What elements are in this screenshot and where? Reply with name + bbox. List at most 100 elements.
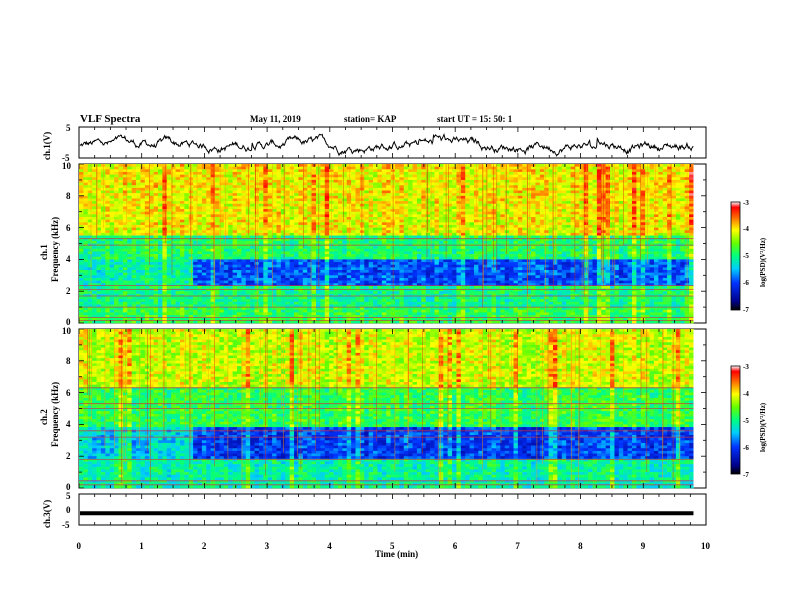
spectrogram-cell <box>386 217 391 220</box>
spectrogram-cell <box>342 277 348 281</box>
spectrogram-cell <box>210 195 216 199</box>
spectrogram-cell <box>272 304 277 308</box>
spectrogram-cell <box>83 232 89 236</box>
spectrogram-cell <box>179 267 185 271</box>
spectrogram-cell <box>337 309 343 313</box>
spectrogram-cell <box>122 185 128 189</box>
spectrogram-cell <box>294 164 299 167</box>
spectrogram-cell <box>377 254 383 258</box>
spectrogram-cell <box>140 209 146 212</box>
spectrogram-cell <box>408 209 413 212</box>
spectrogram-cell <box>272 309 277 313</box>
spectrogram-cell <box>285 217 290 220</box>
spectrogram-cell <box>232 195 238 199</box>
spectrogram-cell <box>250 304 255 308</box>
spectrogram-cell <box>232 232 238 236</box>
spectrogram-cell <box>250 307 255 311</box>
spectrogram-cell <box>416 195 422 199</box>
spectrogram-cell <box>324 190 330 194</box>
spectrogram-cell <box>386 256 391 260</box>
spectrogram-cell <box>399 267 405 271</box>
spectrogram-cell <box>294 267 299 271</box>
spectrogram-cell <box>105 164 111 167</box>
spectrogram-cell <box>302 190 308 194</box>
spectrogram-cell <box>153 315 159 318</box>
spectrogram-cell <box>219 203 225 207</box>
spectrogram-cell <box>294 177 299 181</box>
spectrogram-cell <box>114 198 119 202</box>
spectrogram-cell <box>127 179 132 183</box>
spectrogram-cell <box>127 307 132 311</box>
spectrogram-cell <box>377 217 383 220</box>
spectrogram-cell <box>368 185 374 189</box>
spectrogram-cell <box>136 227 141 231</box>
spectrogram-cell <box>127 182 132 186</box>
spectrogram-cell <box>219 238 225 242</box>
spectrogram-cell <box>127 315 132 318</box>
spectrogram-cell <box>184 206 190 210</box>
spectrogram-cell <box>140 309 146 313</box>
spectrogram-cell <box>92 248 97 252</box>
spectrogram-cell <box>320 222 326 226</box>
spectrogram-cell <box>237 227 242 231</box>
spectrogram-cell <box>166 285 172 289</box>
spectrogram-cell <box>276 185 282 189</box>
spectrogram-cell <box>210 267 216 271</box>
spectrogram-cell <box>153 190 159 194</box>
spectrogram-cell <box>337 238 343 242</box>
spectrogram-cell <box>307 171 312 175</box>
spectrogram-cell <box>188 174 194 178</box>
spectrogram-cell <box>166 288 172 292</box>
spectrogram-cell <box>228 296 233 300</box>
spectrogram-cell <box>403 232 409 236</box>
spectrogram-cell <box>105 309 111 313</box>
spectrogram-cell <box>109 174 115 178</box>
spectrogram-cell <box>280 166 286 170</box>
spectrogram-cell <box>430 301 435 305</box>
spectrogram-cell <box>140 198 146 202</box>
spectrogram-cell <box>83 304 89 308</box>
spectrogram-cell <box>285 248 290 252</box>
spectrogram-cell <box>267 185 273 189</box>
spectrogram-cell <box>324 270 330 273</box>
spectrogram-cell <box>351 309 356 313</box>
spectrogram-cell <box>280 179 286 183</box>
spectrogram-cell <box>377 301 383 305</box>
spectrogram-cell <box>302 177 308 181</box>
spectrogram-cell <box>105 246 111 250</box>
spectrogram-cell <box>425 307 431 311</box>
spectrogram-cell <box>228 174 233 178</box>
spectrogram-cell <box>210 288 216 292</box>
spectrogram-cell <box>144 291 150 295</box>
spectrogram-cell <box>245 277 251 281</box>
spectrogram-cell <box>96 293 102 297</box>
spectrogram-cell <box>193 299 198 303</box>
spectrogram-cell <box>346 299 352 303</box>
spectrogram-cell <box>333 264 339 268</box>
spectrogram-cell <box>408 277 413 281</box>
spectrogram-cell <box>272 219 277 223</box>
spectrogram-cell <box>144 272 150 276</box>
spectrogram-cell <box>294 307 299 311</box>
spectrogram-cell <box>245 317 251 321</box>
spectrogram-cell <box>258 240 264 244</box>
spectrogram-cell <box>298 277 304 281</box>
spectrogram-cell <box>430 307 435 311</box>
spectrogram-cell <box>351 259 356 263</box>
spectrogram-cell <box>223 240 229 244</box>
spectrogram-cell <box>298 272 304 276</box>
spectrogram-cell <box>87 267 93 271</box>
spectrogram-cell <box>329 317 334 321</box>
spectrogram-cell <box>307 315 312 318</box>
spectrogram-cell <box>92 206 97 210</box>
spectrogram-cell <box>302 164 308 167</box>
spectrogram-cell <box>188 222 194 226</box>
spectrogram-cell <box>201 219 207 223</box>
spectrogram-cell <box>285 195 290 199</box>
spectrogram-cell <box>237 235 242 239</box>
spectrogram-cell <box>263 193 269 197</box>
spectrogram-cell <box>386 211 391 215</box>
spectrogram-cell <box>140 246 146 250</box>
spectrogram-cell <box>122 214 128 218</box>
spectrogram-cell <box>149 320 154 324</box>
